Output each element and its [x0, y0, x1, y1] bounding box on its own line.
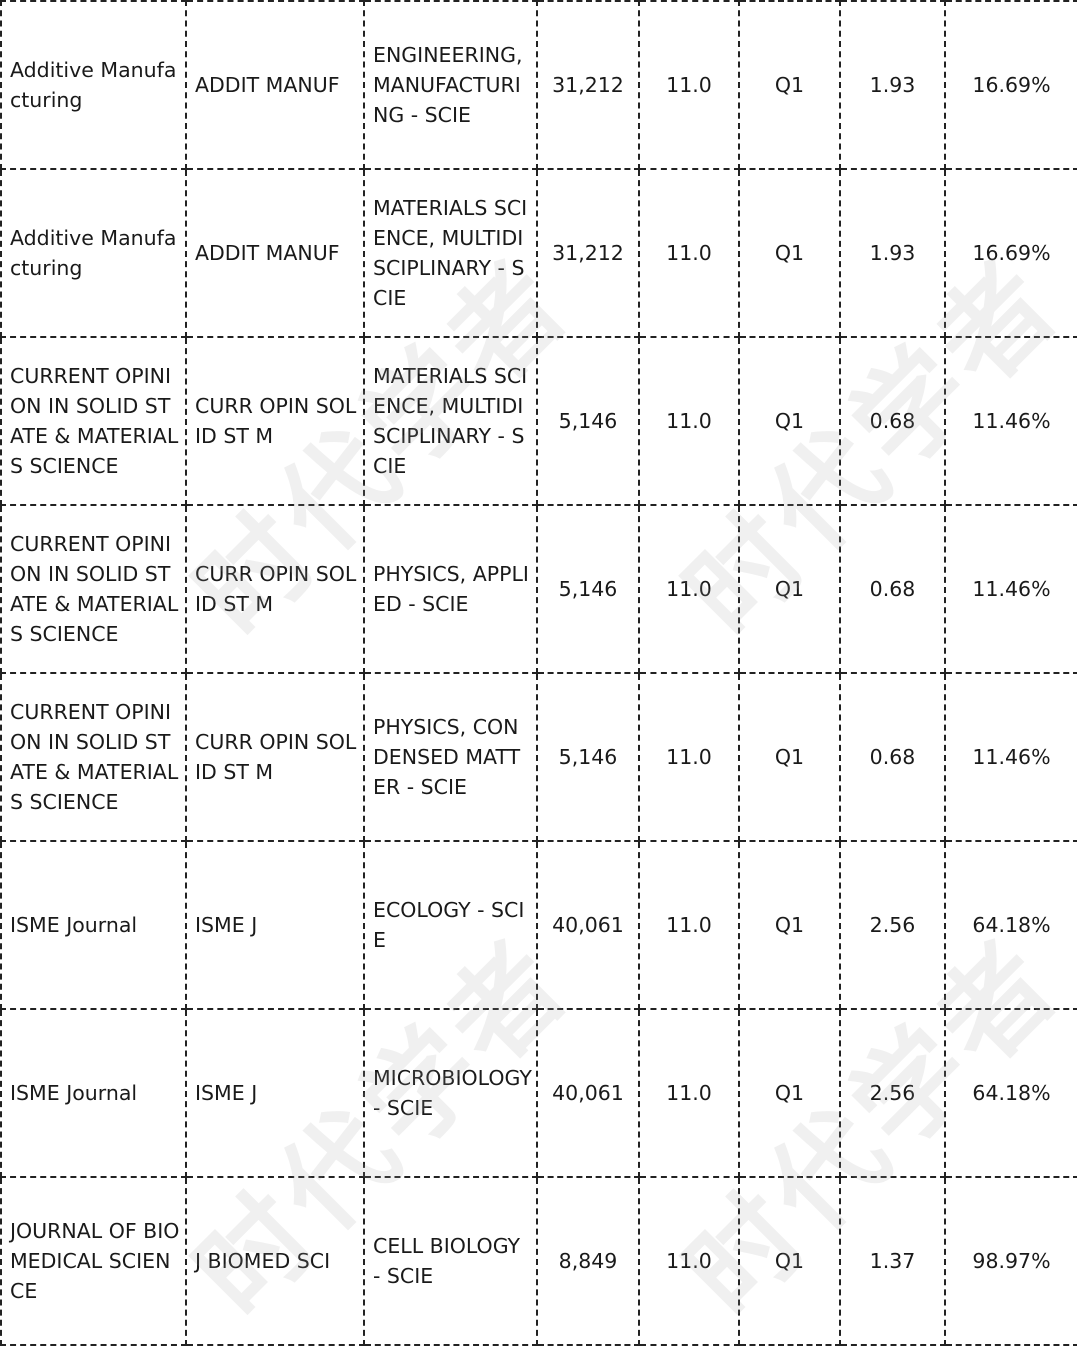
- abbrev-title-cell: ISME J: [185, 1009, 365, 1178]
- oa-percent-cell: 11.46%: [944, 337, 1077, 506]
- oa-percent-cell: 16.69%: [944, 169, 1077, 338]
- table-row: CURRENT OPINION IN SOLID STATE & MATERIA…: [0, 337, 1077, 506]
- jci-cell: 1.37: [839, 1177, 946, 1346]
- quartile-cell: Q1: [738, 1177, 841, 1346]
- full-title-cell: CURRENT OPINION IN SOLID STATE & MATERIA…: [0, 505, 187, 674]
- oa-percent-cell: 16.69%: [944, 0, 1077, 170]
- abbrev-title-cell: ADDIT MANUF: [185, 169, 365, 338]
- full-title-cell: JOURNAL OF BIOMEDICAL SCIENCE: [0, 1177, 187, 1346]
- quartile-cell: Q1: [738, 0, 841, 170]
- table-row: JOURNAL OF BIOMEDICAL SCIENCE J BIOMED S…: [0, 1177, 1077, 1346]
- citations-cell: 40,061: [536, 1009, 640, 1178]
- abbrev-title-cell: CURR OPIN SOLID ST M: [185, 505, 365, 674]
- oa-percent-cell: 64.18%: [944, 1009, 1077, 1178]
- full-title-cell: CURRENT OPINION IN SOLID STATE & MATERIA…: [0, 337, 187, 506]
- full-title-cell: Additive Manufacturing: [0, 169, 187, 338]
- category-cell: MICROBIOLOGY - SCIE: [363, 1009, 538, 1178]
- abbrev-title-cell: J BIOMED SCI: [185, 1177, 365, 1346]
- jci-cell: 1.93: [839, 0, 946, 170]
- jif-cell: 11.0: [638, 0, 740, 170]
- category-cell: ECOLOGY - SCIE: [363, 841, 538, 1010]
- table-row: ISME Journal ISME J MICROBIOLOGY - SCIE …: [0, 1009, 1077, 1178]
- category-cell: MATERIALS SCIENCE, MULTIDISCIPLINARY - S…: [363, 169, 538, 338]
- jci-cell: 1.93: [839, 169, 946, 338]
- jci-cell: 2.56: [839, 841, 946, 1010]
- abbrev-title-cell: CURR OPIN SOLID ST M: [185, 673, 365, 842]
- quartile-cell: Q1: [738, 169, 841, 338]
- jif-cell: 11.0: [638, 505, 740, 674]
- jci-cell: 2.56: [839, 1009, 946, 1178]
- category-cell: PHYSICS, CONDENSED MATTER - SCIE: [363, 673, 538, 842]
- quartile-cell: Q1: [738, 841, 841, 1010]
- abbrev-title-cell: ISME J: [185, 841, 365, 1010]
- oa-percent-cell: 64.18%: [944, 841, 1077, 1010]
- citations-cell: 5,146: [536, 673, 640, 842]
- citations-cell: 8,849: [536, 1177, 640, 1346]
- jci-cell: 0.68: [839, 505, 946, 674]
- table-row: CURRENT OPINION IN SOLID STATE & MATERIA…: [0, 673, 1077, 842]
- quartile-cell: Q1: [738, 505, 841, 674]
- quartile-cell: Q1: [738, 673, 841, 842]
- oa-percent-cell: 98.97%: [944, 1177, 1077, 1346]
- quartile-cell: Q1: [738, 1009, 841, 1178]
- category-cell: CELL BIOLOGY - SCIE: [363, 1177, 538, 1346]
- table-row: CURRENT OPINION IN SOLID STATE & MATERIA…: [0, 505, 1077, 674]
- table-row: ISME Journal ISME J ECOLOGY - SCIE 40,06…: [0, 841, 1077, 1010]
- oa-percent-cell: 11.46%: [944, 673, 1077, 842]
- citations-cell: 5,146: [536, 505, 640, 674]
- jci-cell: 0.68: [839, 673, 946, 842]
- citations-cell: 31,212: [536, 169, 640, 338]
- category-cell: MATERIALS SCIENCE, MULTIDISCIPLINARY - S…: [363, 337, 538, 506]
- jif-cell: 11.0: [638, 169, 740, 338]
- abbrev-title-cell: CURR OPIN SOLID ST M: [185, 337, 365, 506]
- citations-cell: 31,212: [536, 0, 640, 170]
- category-cell: PHYSICS, APPLIED - SCIE: [363, 505, 538, 674]
- abbrev-title-cell: ADDIT MANUF: [185, 0, 365, 170]
- citations-cell: 40,061: [536, 841, 640, 1010]
- jif-cell: 11.0: [638, 1177, 740, 1346]
- table-row: Additive Manufacturing ADDIT MANUF ENGIN…: [0, 0, 1077, 170]
- citations-cell: 5,146: [536, 337, 640, 506]
- table-row: Additive Manufacturing ADDIT MANUF MATER…: [0, 169, 1077, 338]
- jif-cell: 11.0: [638, 673, 740, 842]
- full-title-cell: CURRENT OPINION IN SOLID STATE & MATERIA…: [0, 673, 187, 842]
- quartile-cell: Q1: [738, 337, 841, 506]
- oa-percent-cell: 11.46%: [944, 505, 1077, 674]
- jif-cell: 11.0: [638, 1009, 740, 1178]
- full-title-cell: Additive Manufacturing: [0, 0, 187, 170]
- jif-cell: 11.0: [638, 841, 740, 1010]
- full-title-cell: ISME Journal: [0, 1009, 187, 1178]
- category-cell: ENGINEERING, MANUFACTURING - SCIE: [363, 0, 538, 170]
- full-title-cell: ISME Journal: [0, 841, 187, 1010]
- jif-cell: 11.0: [638, 337, 740, 506]
- jci-cell: 0.68: [839, 337, 946, 506]
